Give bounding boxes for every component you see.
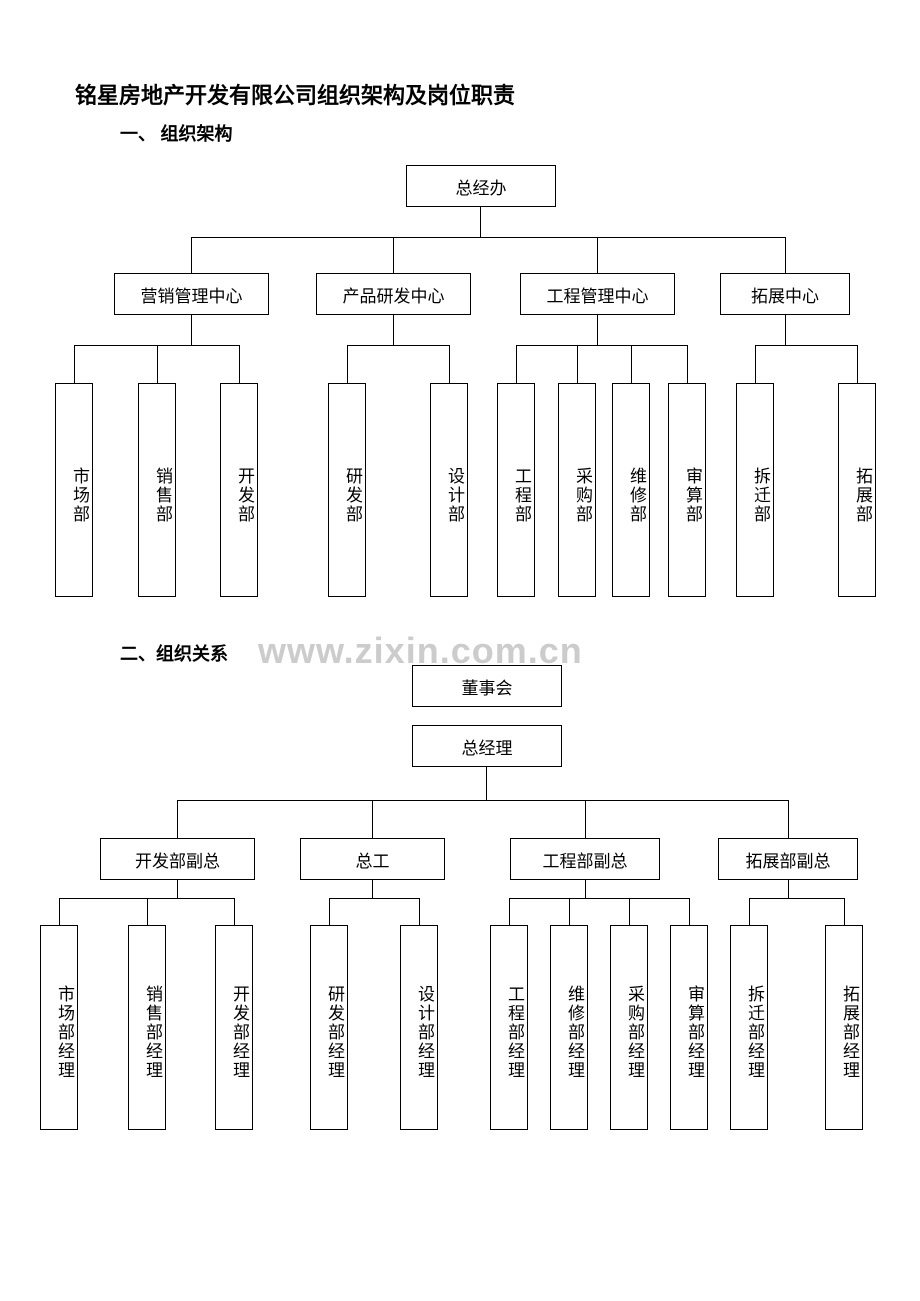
org-node-level2: 产品研发中心: [316, 273, 471, 315]
org-node-leaf: 开发部: [220, 383, 258, 597]
org-node-level2: 工程管理中心: [520, 273, 675, 315]
connector: [755, 345, 858, 346]
connector: [749, 898, 750, 925]
org-node-leaf: 采购部: [558, 383, 596, 597]
connector: [191, 237, 192, 273]
connector: [785, 315, 786, 345]
org-node-leaf: 拆迁部经理: [730, 925, 768, 1130]
org-node-leaf: 市场部经理: [40, 925, 78, 1130]
connector: [516, 345, 517, 383]
org-node-leaf: 设计部经理: [400, 925, 438, 1130]
org-node-level2: 营销管理中心: [114, 273, 269, 315]
connector: [569, 898, 570, 925]
connector: [347, 345, 348, 383]
org-node-leaf: 拓展部经理: [825, 925, 863, 1130]
org-node-top: 总经理: [412, 725, 562, 767]
connector: [755, 345, 756, 383]
connector: [486, 767, 487, 800]
org-node-leaf: 维修部: [612, 383, 650, 597]
connector: [449, 345, 450, 383]
connector: [234, 898, 235, 925]
section2-heading: 二、组织关系: [120, 640, 228, 666]
org-node-leaf: 研发部经理: [310, 925, 348, 1130]
org-node-leaf: 维修部经理: [550, 925, 588, 1130]
org-node-leaf: 拓展部: [838, 383, 876, 597]
connector: [585, 880, 586, 898]
connector: [577, 345, 578, 383]
connector: [59, 898, 60, 925]
connector: [393, 315, 394, 345]
org-node-leaf: 开发部经理: [215, 925, 253, 1130]
connector: [788, 800, 789, 838]
connector: [372, 880, 373, 898]
org-node-leaf: 市场部: [55, 383, 93, 597]
org-node-level2: 开发部副总: [100, 838, 255, 880]
org-node-leaf: 销售部: [138, 383, 176, 597]
connector: [585, 800, 586, 838]
org-node-leaf: 审算部经理: [670, 925, 708, 1130]
connector: [347, 345, 450, 346]
connector: [687, 345, 688, 383]
connector: [177, 880, 178, 898]
connector: [629, 898, 630, 925]
connector: [329, 898, 330, 925]
page: 铭星房地产开发有限公司组织架构及岗位职责 一、 组织架构 总经办 营销管理中心 …: [0, 0, 920, 1301]
connector: [419, 898, 420, 925]
connector: [480, 207, 481, 237]
connector: [177, 800, 789, 801]
connector: [157, 345, 158, 383]
connector: [509, 898, 690, 899]
connector: [597, 315, 598, 345]
connector: [844, 898, 845, 925]
org-node-leaf: 拆迁部: [736, 383, 774, 597]
document-title: 铭星房地产开发有限公司组织架构及岗位职责: [75, 78, 515, 110]
connector: [147, 898, 148, 925]
connector: [689, 898, 690, 925]
connector: [788, 880, 789, 898]
org-node-leaf: 采购部经理: [610, 925, 648, 1130]
connector: [329, 898, 420, 899]
connector: [177, 800, 178, 838]
connector: [372, 800, 373, 838]
org-node-level2: 拓展部副总: [718, 838, 858, 880]
connector: [509, 898, 510, 925]
connector: [857, 345, 858, 383]
connector: [597, 237, 598, 273]
section1-heading: 一、 组织架构: [120, 120, 233, 146]
org-node-leaf: 销售部经理: [128, 925, 166, 1130]
org-node-top: 董事会: [412, 665, 562, 707]
org-node-level2: 工程部副总: [510, 838, 660, 880]
connector: [393, 237, 394, 273]
org-node-leaf: 设计部: [430, 383, 468, 597]
org-node-level2: 总工: [300, 838, 445, 880]
org-node-root: 总经办: [406, 165, 556, 207]
connector: [74, 345, 75, 383]
connector: [239, 345, 240, 383]
connector: [191, 237, 786, 238]
connector: [631, 345, 632, 383]
connector: [785, 237, 786, 273]
org-node-leaf: 研发部: [328, 383, 366, 597]
connector: [749, 898, 845, 899]
org-node-leaf: 审算部: [668, 383, 706, 597]
org-node-level2: 拓展中心: [720, 273, 850, 315]
connector: [191, 315, 192, 345]
org-node-leaf: 工程部经理: [490, 925, 528, 1130]
connector: [516, 345, 688, 346]
org-node-leaf: 工程部: [497, 383, 535, 597]
